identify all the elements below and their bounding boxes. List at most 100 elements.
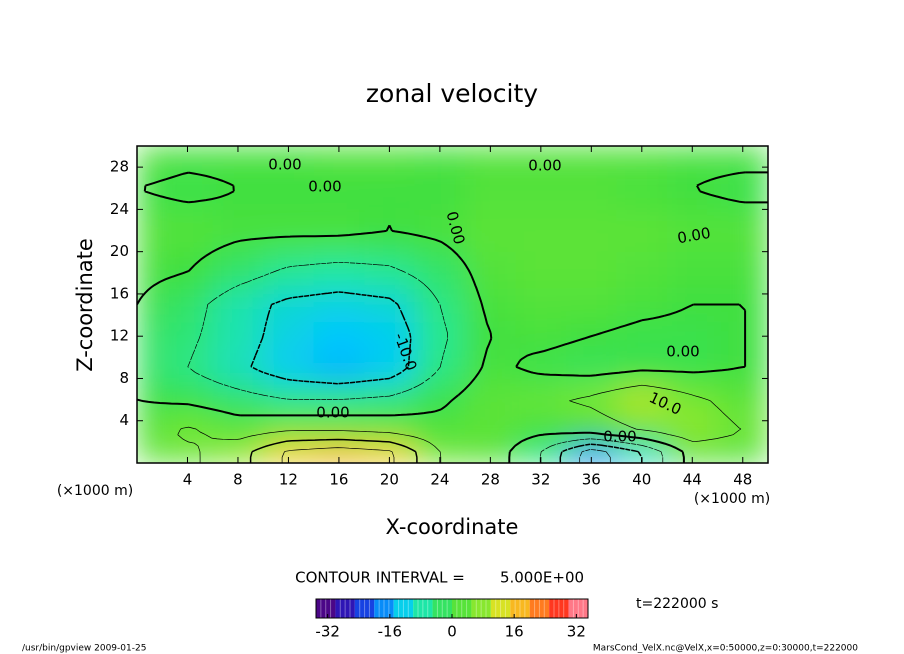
- field-cell: [515, 288, 567, 321]
- field-cell: [162, 320, 214, 353]
- colorbar-bin: [471, 599, 491, 618]
- contour-label: 0.00: [316, 404, 349, 422]
- field-cell: [667, 209, 719, 253]
- field-cell: [566, 383, 618, 416]
- colorbar-bin: [549, 599, 569, 618]
- field-cell: [162, 415, 214, 443]
- field-cell: [364, 383, 416, 416]
- x-tick-label: 28: [481, 471, 500, 489]
- field-cell: [364, 415, 416, 443]
- field-cell: [515, 251, 567, 290]
- field-cell: [137, 172, 163, 210]
- field-cell: [465, 209, 517, 253]
- field-cell: [414, 251, 466, 290]
- field-cell: [616, 383, 668, 416]
- colorbar-tick-label: -32: [315, 623, 340, 641]
- field-cell: [616, 288, 668, 321]
- field-cell: [465, 288, 517, 321]
- colorbar-bin: [529, 599, 550, 618]
- field-cell: [313, 172, 365, 210]
- field-cell: [515, 352, 567, 385]
- field-cell: [717, 209, 768, 253]
- field-cell: [667, 441, 719, 463]
- x-axis-label: X-coordinate: [386, 515, 519, 539]
- colorbar-tick-label: 32: [567, 623, 586, 641]
- field-cell: [717, 251, 768, 290]
- y-tick-label: 12: [110, 327, 129, 345]
- field-cell: [667, 383, 719, 416]
- field-cell: [515, 320, 567, 353]
- footer-left: /usr/bin/gpview 2009-01-25: [22, 644, 146, 654]
- y-tick-label: 20: [110, 242, 129, 260]
- field-cell: [364, 209, 416, 253]
- field-cell: [717, 415, 768, 443]
- field-cell: [212, 352, 264, 385]
- x-tick-label: 48: [733, 471, 752, 489]
- field-cell: [465, 441, 517, 463]
- contour-label: 0.00: [676, 224, 712, 248]
- field-cell: [263, 209, 315, 253]
- field-cell: [515, 415, 567, 443]
- x-tick-label: 40: [632, 471, 651, 489]
- field-cell: [313, 441, 365, 463]
- field-cell: [515, 383, 567, 416]
- plot-frame: [136, 145, 769, 464]
- field-cell: [717, 441, 768, 463]
- contour-label: 0.00: [308, 178, 341, 196]
- field-cell: [465, 172, 517, 210]
- x-tick-label: 12: [279, 471, 298, 489]
- field-cell: [263, 251, 315, 290]
- y-tick-label: 28: [110, 158, 129, 176]
- field-cell: [667, 251, 719, 290]
- contour-label: 0.00: [528, 157, 561, 175]
- field-cell: [137, 415, 163, 443]
- field-cell: [515, 172, 567, 210]
- x-unit: (×1000 m): [694, 491, 770, 507]
- x-tick-label: 32: [531, 471, 550, 489]
- y-tick-label: 24: [110, 200, 129, 218]
- field-cell: [717, 320, 768, 353]
- field-cell: [465, 415, 517, 443]
- field-cell: [566, 172, 618, 210]
- plot-area: 0.000.000.000.000.000.000.000.00-10.010.…: [137, 146, 768, 463]
- colorbar-tick-label: -16: [378, 623, 403, 641]
- y-tick-label: 4: [119, 411, 129, 429]
- y-tick-label: 16: [110, 284, 129, 302]
- field-cell: [263, 441, 315, 463]
- field-cell: [212, 320, 264, 353]
- x-tick-label: 8: [233, 471, 243, 489]
- field-cell: [137, 352, 163, 385]
- field-cell: [414, 383, 466, 416]
- field-cell: [465, 251, 517, 290]
- field-cell: [162, 383, 214, 416]
- contour-label: 0.00: [268, 156, 301, 174]
- field-cell: [137, 209, 163, 253]
- contour-line: [579, 449, 611, 463]
- field-cell: [414, 352, 466, 385]
- contour-line: [177, 384, 742, 463]
- x-tick-label: 44: [683, 471, 702, 489]
- field-cell: [566, 441, 618, 463]
- contour-line: [187, 261, 664, 463]
- field-cell: [566, 288, 618, 321]
- field-cell: [667, 320, 719, 353]
- time-label: t=222000 s: [636, 596, 718, 612]
- field-cell: [717, 352, 768, 385]
- field-cell: [162, 288, 214, 321]
- field-cell: [263, 320, 315, 353]
- colorbar-bin: [490, 599, 511, 618]
- field-cell: [313, 415, 365, 443]
- colorbar-bin: [354, 599, 375, 618]
- field-cell: [414, 320, 466, 353]
- field-cell: [414, 415, 466, 443]
- field-cell: [667, 415, 719, 443]
- field-cell: [515, 209, 567, 253]
- field-cell: [364, 441, 416, 463]
- y-tick-label: 8: [119, 369, 129, 387]
- x-tick-label: 16: [329, 471, 348, 489]
- field-cell: [212, 251, 264, 290]
- colorbar-bin: [335, 599, 355, 618]
- y-axis-label: Z-coordinate: [73, 238, 97, 372]
- field-cell: [162, 352, 214, 385]
